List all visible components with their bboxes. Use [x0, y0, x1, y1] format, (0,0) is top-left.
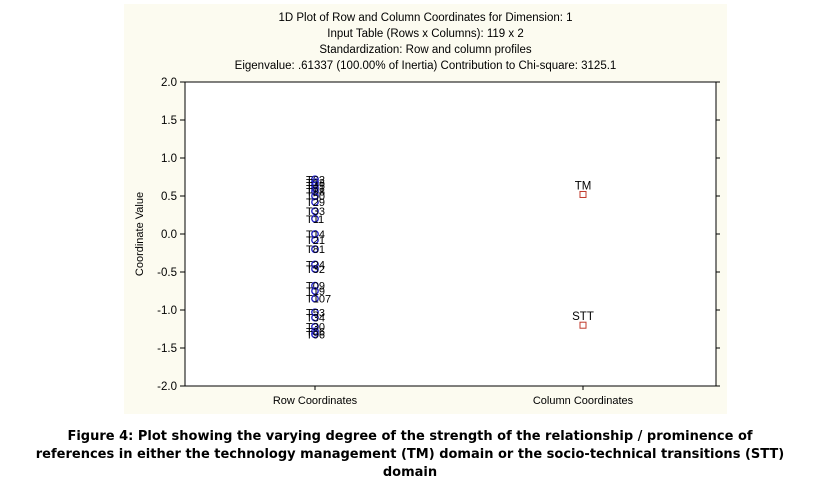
row-point	[311, 245, 319, 254]
row-point	[311, 207, 319, 216]
row-point	[311, 260, 319, 269]
x-category-label: Column Coordinates	[533, 395, 634, 407]
row-point	[311, 313, 319, 322]
row-point-label: T81	[306, 244, 325, 256]
caption-line-3: domain	[382, 465, 438, 480]
row-point-label: T13	[306, 177, 325, 189]
row-point-label: T53	[306, 307, 325, 319]
row-point	[311, 322, 319, 331]
chart-title-line-4: Eigenvalue: .61337 (100.00% of Inertia) …	[234, 60, 617, 72]
row-point	[311, 187, 319, 196]
caption-line-1: Figure 4: Plot showing the varying degre…	[67, 429, 753, 444]
row-point	[311, 287, 319, 295]
row-point	[311, 330, 319, 339]
column-point-label: TM	[575, 180, 592, 192]
chart-title-line-2: Input Table (Rows x Columns): 119 x 2	[327, 28, 524, 40]
chart-title-line-1: 1D Plot of Row and Column Coordinates fo…	[278, 12, 573, 24]
row-point-label: T29	[306, 197, 325, 209]
row-point	[311, 281, 319, 290]
row-point-label: T33	[306, 206, 325, 218]
column-point	[579, 321, 587, 329]
y-tick-label: 2.0	[161, 77, 177, 89]
row-point-label: T11	[306, 214, 324, 226]
row-point	[311, 294, 319, 303]
plot-area	[184, 81, 717, 387]
y-axis-label: Coordinate Value	[134, 192, 146, 276]
row-point-label: T66	[306, 326, 325, 338]
row-point-label: T14	[306, 229, 325, 241]
y-tick-label: 0.5	[161, 191, 177, 203]
y-tick-label: 1.0	[161, 153, 177, 165]
row-point	[311, 327, 319, 336]
y-tick-label: -1.0	[157, 305, 177, 317]
row-point-label: T62	[306, 174, 325, 186]
row-point	[311, 184, 319, 193]
y-tick-label: 0.0	[161, 229, 177, 241]
row-point-label: T71	[306, 183, 325, 195]
y-tick-label: -1.5	[157, 343, 177, 355]
chart-plot: 2.0 1.5 1.0 0.5 0.0 -0.5 -1.0 -1.5 -2.0 Coordinat…	[134, 77, 720, 407]
row-point-label: T09	[306, 281, 325, 293]
row-point-label: T19	[306, 286, 325, 298]
caption-line-2: references in either the technology mana…	[35, 447, 785, 462]
row-point-label: T32	[306, 264, 325, 276]
row-point-label: T34	[306, 313, 325, 325]
column-point-label: STT	[572, 311, 594, 323]
row-point	[311, 265, 319, 273]
row-point	[311, 236, 319, 244]
row-point	[311, 308, 319, 317]
x-category-label: Row Coordinates	[273, 395, 358, 407]
row-point-label: T96	[306, 329, 325, 341]
row-point	[311, 198, 319, 206]
column-point	[579, 190, 587, 198]
chart-title-line-3: Standardization: Row and column profiles	[319, 44, 532, 56]
row-point-label: T107	[306, 294, 331, 306]
y-tick-label: -0.5	[157, 267, 177, 279]
row-point-label: T21	[306, 235, 325, 247]
y-tick-label: -2.0	[157, 381, 177, 393]
y-tick-label: 1.5	[161, 115, 177, 127]
row-point	[311, 214, 319, 223]
row-point-label: T50	[306, 191, 325, 203]
row-point-label: T45	[306, 180, 325, 192]
